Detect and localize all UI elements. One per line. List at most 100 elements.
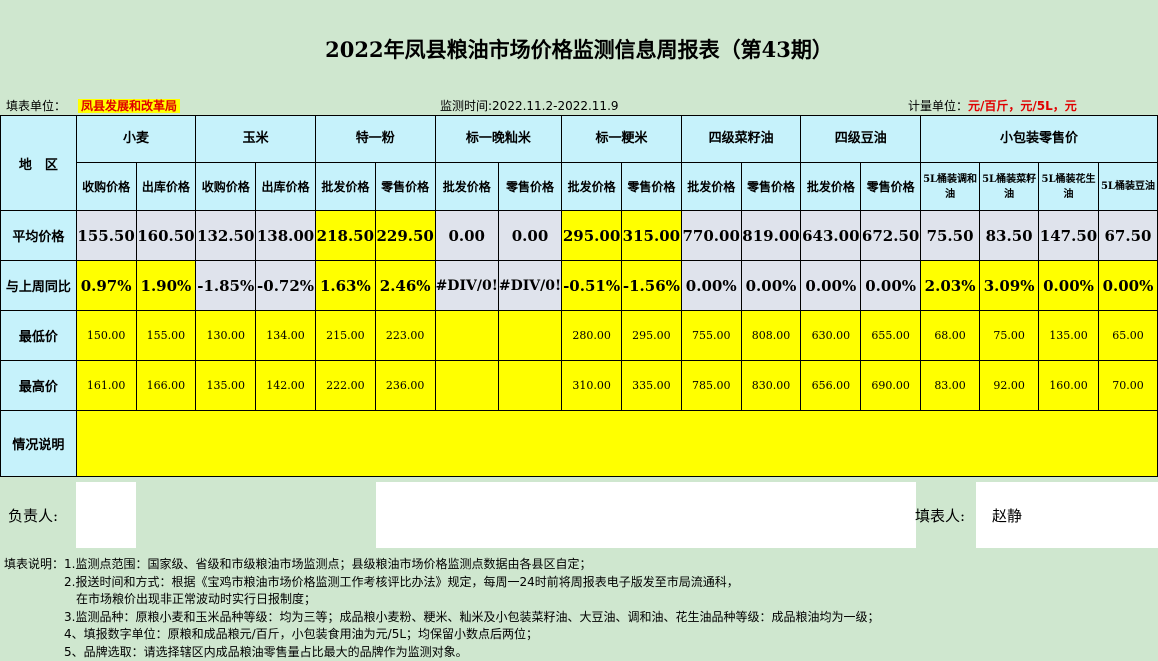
sub-header: 收购价格 (76, 163, 136, 211)
row-label-max: 最高价 (1, 361, 77, 411)
row-label-notes: 情况说明 (1, 411, 77, 477)
max-cell: 70.00 (1098, 361, 1157, 411)
instruction-line: 在市场粮价出现非正常波动时实行日报制度； (4, 591, 879, 609)
min-cell: 155.00 (136, 311, 196, 361)
group-small-package: 小包装零售价 (921, 116, 1158, 163)
change-cell: -0.72% (256, 261, 316, 311)
min-cell: 135.00 (1039, 311, 1099, 361)
change-cell: -1.56% (621, 261, 681, 311)
min-cell: 150.00 (76, 311, 136, 361)
sub-header: 5L桶装豆油 (1098, 163, 1157, 211)
row-label-week-change: 与上周同比 (1, 261, 77, 311)
change-cell: -0.51% (562, 261, 622, 311)
page-title: 2022年凤县粮油市场价格监测信息周报表（第43期） (0, 0, 1158, 97)
max-cell: 310.00 (562, 361, 622, 411)
sub-header: 零售价格 (375, 163, 435, 211)
min-cell: 75.00 (980, 311, 1039, 361)
row-label-average: 平均价格 (1, 211, 77, 261)
max-cell: 236.00 (375, 361, 435, 411)
avg-cell: 218.50 (315, 211, 375, 261)
sub-header: 收购价格 (196, 163, 256, 211)
filler-name: 赵静 (992, 482, 1022, 548)
unit-value: 元/百斤，元/5L，元 (968, 99, 1077, 113)
min-cell: 130.00 (196, 311, 256, 361)
avg-cell: 672.50 (861, 211, 921, 261)
min-cell: 68.00 (921, 311, 980, 361)
filler-unit-label: 填表单位： (6, 97, 66, 115)
change-cell: #DIV/0! (435, 261, 498, 311)
header-region: 地 区 (1, 116, 77, 211)
sub-header: 零售价格 (498, 163, 561, 211)
sub-header: 5L桶装菜籽油 (980, 163, 1039, 211)
unit-label: 计量单位： (908, 99, 968, 113)
change-cell: 0.00% (1039, 261, 1099, 311)
min-cell: 755.00 (681, 311, 741, 361)
instruction-line: 3.监测品种：原粮小麦和玉米品种等级：均为三等；成品粮小麦粉、粳米、籼米及小包装… (4, 609, 879, 627)
instruction-line: 填表说明：1.监测点范围：国家级、省级和市级粮油市场监测点；县级粮油市场价格监测… (4, 556, 879, 574)
avg-cell: 819.00 (741, 211, 801, 261)
sub-header: 零售价格 (621, 163, 681, 211)
avg-cell: 0.00 (435, 211, 498, 261)
avg-cell: 138.00 (256, 211, 316, 261)
sub-header: 批发价格 (435, 163, 498, 211)
max-cell (498, 361, 561, 411)
change-cell: 0.00% (741, 261, 801, 311)
sub-header: 批发价格 (315, 163, 375, 211)
sub-header: 批发价格 (681, 163, 741, 211)
filler-label: 填表人: (915, 482, 965, 548)
sub-header: 批发价格 (801, 163, 861, 211)
avg-cell: 147.50 (1039, 211, 1099, 261)
min-cell: 280.00 (562, 311, 622, 361)
group-soybean-oil: 四级豆油 (801, 116, 921, 163)
min-cell: 65.00 (1098, 311, 1157, 361)
responsible-input[interactable] (76, 482, 136, 548)
max-cell: 135.00 (196, 361, 256, 411)
group-flour: 特一粉 (315, 116, 435, 163)
group-corn: 玉米 (196, 116, 316, 163)
max-cell: 335.00 (621, 361, 681, 411)
change-cell: 0.00% (1098, 261, 1157, 311)
avg-cell: 0.00 (498, 211, 561, 261)
min-cell: 223.00 (375, 311, 435, 361)
instruction-line: 5、品牌选取：请选择辖区内成品粮油零售量占比最大的品牌作为监测对象。 (4, 644, 879, 661)
max-cell: 830.00 (741, 361, 801, 411)
min-cell: 630.00 (801, 311, 861, 361)
max-cell: 161.00 (76, 361, 136, 411)
group-wheat: 小麦 (76, 116, 196, 163)
max-cell: 656.00 (801, 361, 861, 411)
avg-cell: 155.50 (76, 211, 136, 261)
min-cell: 215.00 (315, 311, 375, 361)
change-cell: 1.90% (136, 261, 196, 311)
group-indica-rice: 标一晚籼米 (435, 116, 562, 163)
min-cell (435, 311, 498, 361)
change-cell: 3.09% (980, 261, 1039, 311)
min-cell: 134.00 (256, 311, 316, 361)
sub-header: 5L桶装花生油 (1039, 163, 1099, 211)
sub-header: 5L桶装调和油 (921, 163, 980, 211)
avg-cell: 315.00 (621, 211, 681, 261)
max-cell: 785.00 (681, 361, 741, 411)
sub-header: 出库价格 (256, 163, 316, 211)
change-cell: 0.97% (76, 261, 136, 311)
max-cell: 160.00 (1039, 361, 1099, 411)
min-cell: 655.00 (861, 311, 921, 361)
max-cell: 142.00 (256, 361, 316, 411)
max-cell: 83.00 (921, 361, 980, 411)
change-cell: 0.00% (681, 261, 741, 311)
min-cell: 295.00 (621, 311, 681, 361)
max-cell (435, 361, 498, 411)
sub-header: 出库价格 (136, 163, 196, 211)
group-japonica-rice: 标一粳米 (562, 116, 682, 163)
change-cell: 0.00% (801, 261, 861, 311)
filler-unit-value: 凤县发展和改革局 (78, 99, 180, 113)
avg-cell: 132.50 (196, 211, 256, 261)
signature-blank[interactable] (376, 482, 916, 548)
change-cell: #DIV/0! (498, 261, 561, 311)
avg-cell: 643.00 (801, 211, 861, 261)
avg-cell: 160.50 (136, 211, 196, 261)
max-cell: 222.00 (315, 361, 375, 411)
avg-cell: 770.00 (681, 211, 741, 261)
change-cell: 1.63% (315, 261, 375, 311)
avg-cell: 229.50 (375, 211, 435, 261)
notes-input-cell[interactable] (76, 411, 1157, 477)
